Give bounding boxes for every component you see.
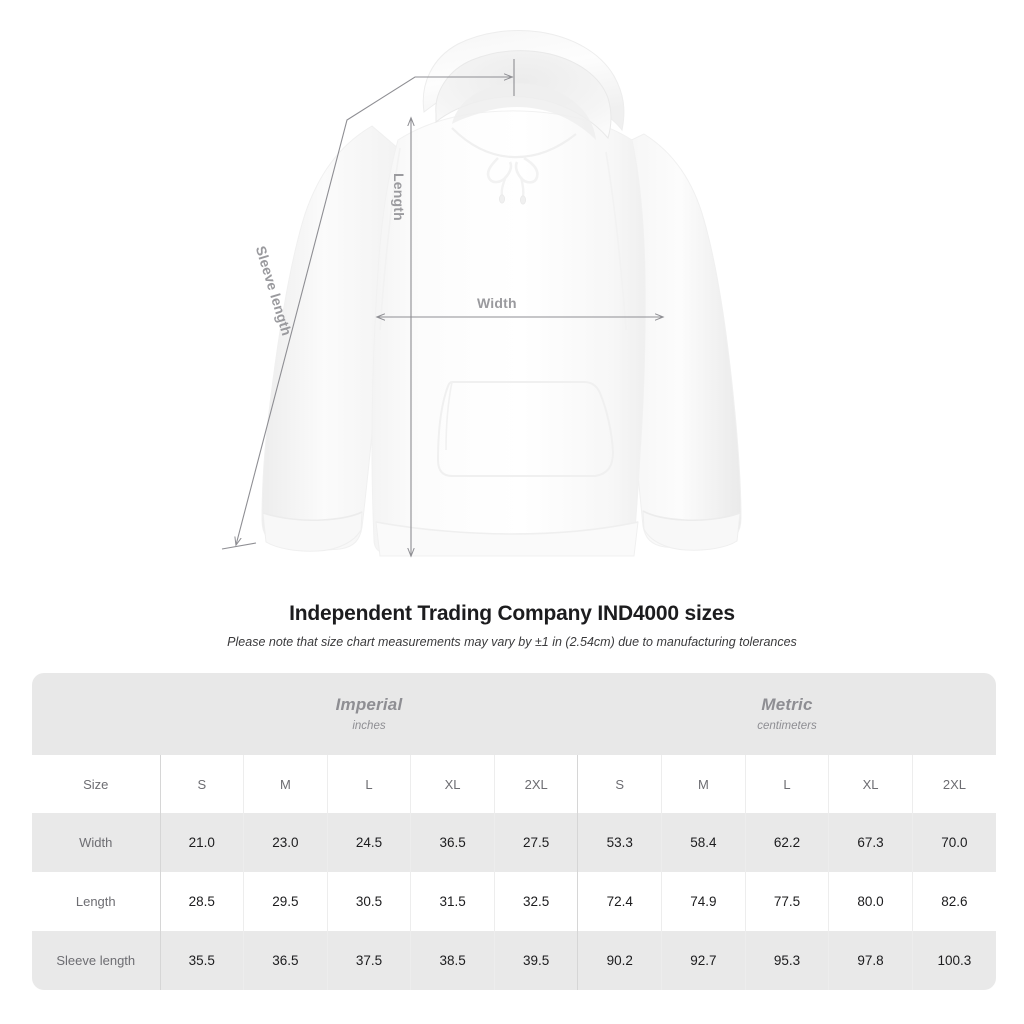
drawstring-right [514, 156, 539, 184]
aglet-left [498, 194, 505, 204]
unit-group-metric: Metric centimeters [577, 673, 996, 755]
hem-seam [375, 521, 639, 535]
measurement-cell: 36.5 [410, 813, 495, 872]
length-dimension-label: Length [391, 173, 407, 221]
measurement-cell: 27.5 [494, 813, 579, 872]
size-header-cell: S [577, 755, 663, 813]
hoodie-body-group [261, 30, 742, 557]
table-row: Length 28.5 29.5 30.5 31.5 32.5 72.4 74.… [32, 872, 996, 931]
hoodie-torso [371, 110, 646, 555]
measurement-cell: 28.5 [160, 872, 245, 931]
left-shoulder-seam [379, 147, 401, 331]
measurement-cell: 39.5 [494, 931, 579, 990]
size-header-cell: XL [828, 755, 913, 813]
unit-system-name: Metric [761, 694, 813, 714]
page-title: Independent Trading Company IND4000 size… [289, 602, 735, 625]
hoodie-illustration [221, 30, 742, 592]
unit-header-spacer [32, 673, 160, 755]
pocket-left-opening [445, 381, 453, 451]
kangaroo-pocket [436, 381, 615, 477]
measurement-cell: 62.2 [745, 813, 830, 872]
measurement-cell: 100.3 [912, 931, 996, 990]
right-cuff-seam [642, 510, 741, 522]
size-diagram: Width Length Sleeve length [221, 30, 742, 592]
right-shoulder-seam [605, 151, 627, 331]
size-header-cell: M [661, 755, 746, 813]
neckline [451, 127, 577, 159]
table-row: Width 21.0 23.0 24.5 36.5 27.5 53.3 58.4… [32, 813, 996, 872]
width-dimension-label: Width [477, 295, 517, 311]
measurement-cell: 23.0 [243, 813, 328, 872]
measurement-label: Sleeve length [32, 931, 161, 990]
measurement-cell: 82.6 [912, 872, 996, 931]
measurement-annotations [221, 59, 663, 556]
measurement-cell: 37.5 [327, 931, 412, 990]
measurement-cell: 67.3 [828, 813, 913, 872]
sleeve-end-tick [221, 542, 257, 550]
measurement-cell: 35.5 [160, 931, 245, 990]
measurement-cell: 24.5 [327, 813, 412, 872]
size-header-cell: XL [410, 755, 495, 813]
drawstring-left [486, 157, 513, 184]
size-header-row: Size S M L XL 2XL S M L XL 2XL [32, 755, 996, 813]
measurement-cell: 53.3 [577, 813, 663, 872]
measurement-cell: 95.3 [745, 931, 830, 990]
measurement-cell: 36.5 [243, 931, 328, 990]
measurement-cell: 32.5 [494, 872, 579, 931]
unit-measure-name: inches [352, 720, 386, 733]
measurement-cell: 72.4 [577, 872, 663, 931]
measurement-cell: 80.0 [828, 872, 913, 931]
table-row: Sleeve length 35.5 36.5 37.5 38.5 39.5 9… [32, 931, 996, 990]
left-cuff-seam [262, 511, 363, 522]
measurement-cell: 70.0 [912, 813, 996, 872]
size-header-cell: 2XL [494, 755, 579, 813]
measurement-cell: 77.5 [745, 872, 830, 931]
size-column-header: Size [32, 755, 161, 813]
measurement-cell: 90.2 [577, 931, 663, 990]
measurement-label: Length [32, 872, 161, 931]
hood-opening [452, 83, 596, 140]
measurement-cell: 31.5 [410, 872, 495, 931]
chart-heading-block: Independent Trading Company IND4000 size… [0, 600, 1024, 650]
unit-system-header-row: Imperial inches Metric centimeters [32, 673, 996, 755]
size-header-cell: M [243, 755, 328, 813]
aglet-right [520, 195, 527, 205]
unit-measure-name: centimeters [757, 720, 817, 733]
tolerance-note: Please note that size chart measurements… [227, 635, 797, 649]
measurement-cell: 21.0 [160, 813, 245, 872]
measurement-cell: 29.5 [243, 872, 328, 931]
unit-group-imperial: Imperial inches [160, 673, 578, 755]
size-header-cell: L [745, 755, 830, 813]
unit-system-name: Imperial [335, 694, 403, 714]
size-header-cell: 2XL [912, 755, 996, 813]
measurement-cell: 58.4 [661, 813, 746, 872]
measurement-cell: 97.8 [828, 931, 913, 990]
size-chart-table-container: Imperial inches Metric centimeters Size … [32, 673, 996, 990]
size-header-cell: L [327, 755, 412, 813]
measurement-cell: 92.7 [661, 931, 746, 990]
size-header-cell: S [160, 755, 245, 813]
measurement-cell: 38.5 [410, 931, 495, 990]
size-chart-table: Imperial inches Metric centimeters Size … [32, 673, 996, 990]
measurement-label: Width [32, 813, 161, 872]
measurement-cell: 30.5 [327, 872, 412, 931]
measurement-cell: 74.9 [661, 872, 746, 931]
